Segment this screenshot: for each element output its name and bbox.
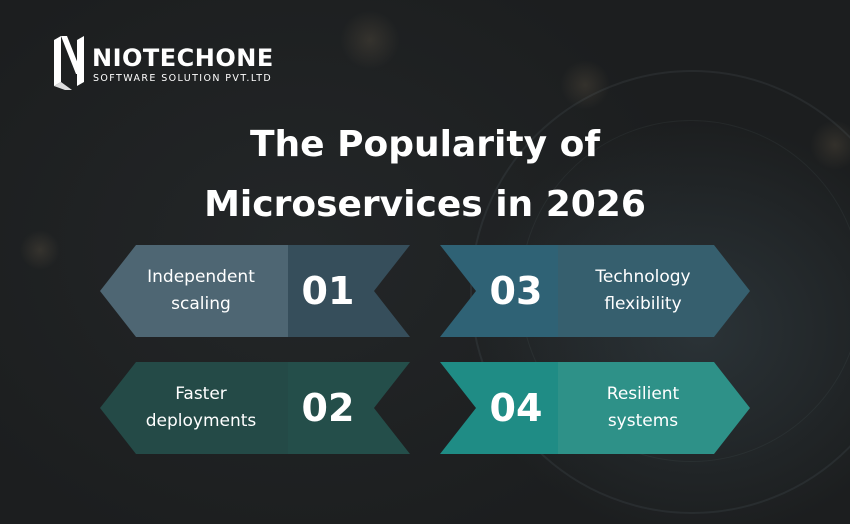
card-technology-flexibility: 03 Technology flexibility	[440, 245, 750, 337]
card-faster-deployments: Faster deployments 02	[100, 362, 410, 454]
card-shape	[100, 245, 410, 337]
bokeh-light	[340, 10, 400, 70]
card-number: 01	[301, 269, 355, 313]
page-title: The Popularity of Microservices in 2026	[0, 115, 850, 235]
title-line-1: The Popularity of	[250, 124, 600, 165]
card-resilient-systems: 04 Resilient systems	[440, 362, 750, 454]
card-shape	[100, 362, 410, 454]
bokeh-light	[20, 230, 60, 270]
card-number: 02	[301, 386, 355, 430]
card-number: 03	[489, 269, 543, 313]
title-line-2: Microservices in 2026	[204, 184, 646, 225]
card-label: Faster deployments	[145, 384, 257, 431]
card-label: Independent scaling	[147, 267, 255, 314]
card-label: Technology flexibility	[595, 267, 691, 314]
logo-n-icon	[54, 36, 84, 90]
card-shape	[440, 362, 750, 454]
card-independent-scaling: Independent scaling 01	[100, 245, 410, 337]
brand-tagline: SOFTWARE SOLUTION PVT.LTD	[93, 73, 273, 84]
card-shape	[440, 245, 750, 337]
card-number: 04	[489, 386, 543, 430]
card-label: Resilient systems	[606, 384, 680, 431]
brand-name: NIOTECHONE	[92, 44, 274, 72]
